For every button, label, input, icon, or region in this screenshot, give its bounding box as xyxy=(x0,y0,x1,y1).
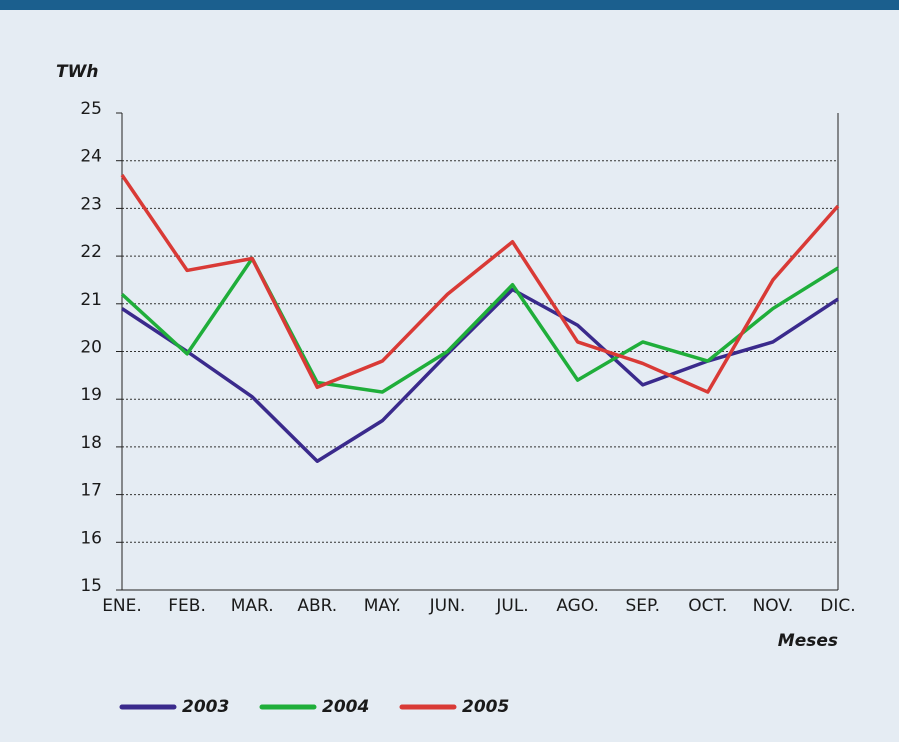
y-tick-label: 19 xyxy=(80,385,102,405)
x-tick-label: SEP. xyxy=(625,596,660,616)
y-tick-label: 20 xyxy=(80,338,102,358)
top-bar xyxy=(0,0,899,10)
x-tick-label: DIC. xyxy=(820,596,855,616)
legend-label: 2004 xyxy=(322,697,369,717)
y-tick-label: 17 xyxy=(80,481,102,501)
legend-label: 2005 xyxy=(462,697,509,717)
x-axis-label: Meses xyxy=(778,631,838,651)
x-tick-label: JUN. xyxy=(429,596,466,616)
x-tick-label: ENE. xyxy=(102,596,142,616)
series-line xyxy=(121,287,839,463)
series-line xyxy=(120,256,839,394)
x-tick-label: MAR. xyxy=(231,596,274,616)
y-axis-label: TWh xyxy=(56,62,98,82)
x-tick-label: OCT. xyxy=(688,596,727,616)
y-tick-label: 15 xyxy=(80,576,102,596)
y-tick-label: 21 xyxy=(80,290,102,310)
x-tick-label: ABR. xyxy=(297,596,337,616)
x-tick-label: FEB. xyxy=(168,596,206,616)
series-line xyxy=(120,174,840,394)
x-tick-label: MAY. xyxy=(364,596,401,616)
x-tick-label: NOV. xyxy=(753,596,794,616)
y-tick-label: 18 xyxy=(80,433,102,453)
legend-label: 2003 xyxy=(182,697,229,717)
y-tick-label: 16 xyxy=(80,528,102,548)
x-tick-label: JUL. xyxy=(495,596,528,616)
y-tick-label: 24 xyxy=(80,147,102,167)
y-tick-label: 22 xyxy=(80,242,102,262)
x-tick-label: AGO. xyxy=(556,596,599,616)
y-tick-label: 23 xyxy=(80,194,102,214)
y-tick-label: 25 xyxy=(80,99,102,119)
